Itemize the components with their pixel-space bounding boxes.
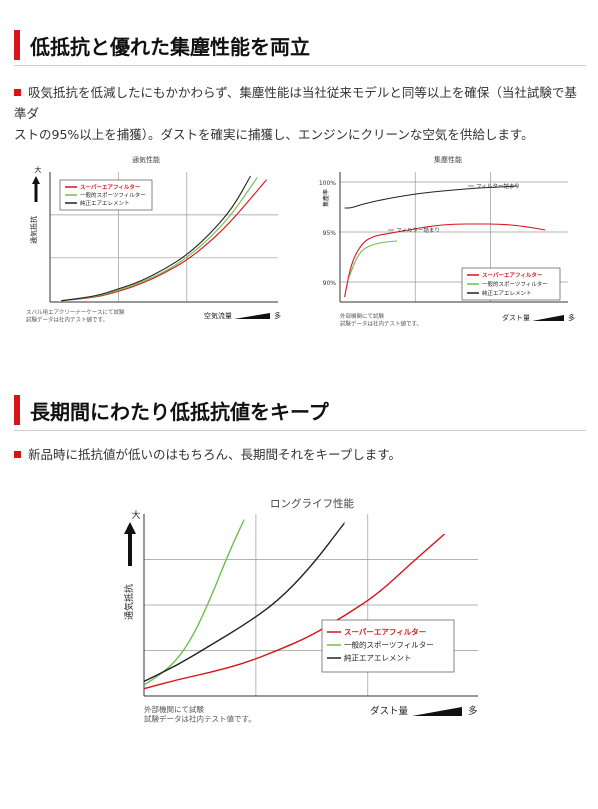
y-axis-label: 通気抵抗 [123, 584, 135, 620]
chart-footnote: 試験データは社内テスト値です。 [144, 714, 256, 724]
arrow-up-icon [32, 176, 40, 202]
bullet-icon [14, 451, 21, 458]
y-axis-label: 集塵率 [322, 189, 330, 207]
y-axis-high-label: 大 [35, 165, 42, 174]
bullet-icon [14, 89, 21, 96]
section-description: 新品時に抵抗値が低いのはもちろん、長期間それをキープします。 [14, 444, 584, 465]
series-line [143, 522, 346, 683]
annotation-label: フィルター詰まり [476, 182, 520, 190]
x-axis-high-label: 多 [468, 705, 478, 717]
legend-entry: 純正エアエレメント [344, 653, 412, 663]
arrow-right-icon [532, 315, 564, 321]
x-axis-high-label: 多 [274, 311, 281, 320]
legend-entry: 一般的スポーツフィルター [482, 280, 548, 288]
section-title: 長期間にわたり低抵抗値をキープ [30, 400, 329, 424]
accent-bar [14, 30, 20, 60]
series-line [344, 223, 546, 298]
x-axis-label: ダスト量 [502, 313, 530, 322]
y-axis-label: 通気抵抗 [29, 216, 38, 244]
chart-footnote: 外部機関にて試験 [340, 312, 385, 320]
x-axis-label: ダスト量 [370, 705, 409, 717]
accent-bar [14, 395, 20, 425]
chart-title: 通気性能 [132, 155, 160, 164]
section-header-low-resistance: 低抵抗と優れた集塵性能を両立 [14, 30, 586, 66]
series-line [61, 176, 259, 302]
desc-line-2: ストの95%以上を捕獲）。ダストを確実に捕獲し、エンジンにクリーンな空気を供給し… [14, 127, 534, 142]
legend-entry: 純正エアエレメント [80, 199, 130, 207]
y-tick-label: 90% [323, 280, 337, 287]
legend-entry: スーパーエアフィルター [80, 183, 141, 191]
divider [14, 430, 586, 431]
legend-entry: 純正エアエレメント [482, 289, 532, 297]
series-line [348, 240, 398, 278]
series-line [143, 518, 245, 686]
chart-footnote: スバル用エアクリーナーケースにて試験 [26, 308, 125, 316]
series-line [143, 533, 446, 690]
series-line [344, 185, 518, 209]
chart-footnote: 試験データは社内テスト値です。 [340, 320, 422, 328]
divider [14, 65, 586, 66]
chart-title: 集塵性能 [434, 155, 462, 164]
legend-entry: 一般的スポーツフィルター [80, 191, 146, 199]
section-header-long-life: 長期間にわたり低抵抗値をキープ [14, 395, 586, 431]
section-description: 吸気抵抗を低減したにもかかわらず、集塵性能は当社従来モデルと同等以上を確保（当社… [14, 82, 584, 145]
y-tick-label: 95% [323, 230, 337, 237]
chart-footnote: 試験データは社内テスト値です。 [26, 316, 108, 324]
legend-entry: 一般的スポーツフィルター [344, 640, 434, 650]
desc-line-1: 吸気抵抗を低減したにもかかわらず、集塵性能は当社従来モデルと同等以上を確保（当社… [14, 85, 577, 121]
legend-box [321, 619, 455, 673]
chart-title: ロングライフ性能 [270, 497, 354, 510]
x-axis-high-label: 多 [568, 313, 575, 322]
chart-footnote: 外部機関にて試験 [144, 704, 204, 714]
arrow-right-icon [234, 313, 270, 319]
series-line [61, 179, 268, 302]
annotation-label: フィルター詰まり [396, 226, 440, 234]
series-line [61, 175, 252, 302]
x-axis-label: 空気流量 [204, 311, 232, 320]
arrow-right-icon [412, 707, 462, 716]
y-tick-label: 100% [319, 180, 336, 187]
legend-entry: スーパーエアフィルター [482, 271, 543, 279]
legend-entry: スーパーエアフィルター [344, 627, 426, 637]
y-axis-high-label: 大 [131, 509, 140, 521]
section-title: 低抵抗と優れた集塵性能を両立 [30, 35, 310, 59]
desc-line: 新品時に抵抗値が低いのはもちろん、長期間それをキープします。 [28, 447, 402, 462]
arrow-up-icon [124, 522, 136, 566]
legend-box [461, 267, 561, 301]
